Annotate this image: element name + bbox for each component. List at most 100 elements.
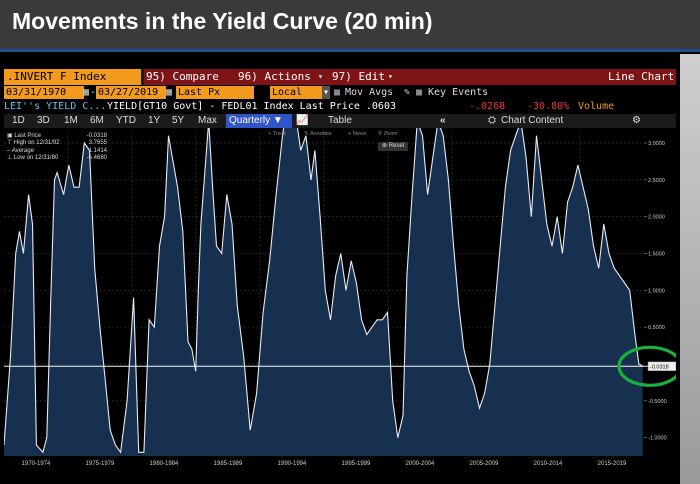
title-underline bbox=[0, 49, 700, 52]
highlight-circle bbox=[617, 345, 676, 387]
price-field-select[interactable]: Last Px bbox=[176, 86, 254, 99]
tab-1d[interactable]: 1D bbox=[12, 115, 25, 126]
reset-button[interactable]: ⊗ Reset bbox=[378, 142, 409, 151]
tab-3d[interactable]: 3D bbox=[37, 115, 50, 126]
start-date-field[interactable]: 03/31/1970 bbox=[4, 86, 84, 99]
y-tick-label: 1.5000 bbox=[648, 252, 665, 258]
highlight-ellipse bbox=[617, 345, 676, 387]
chart-type-icon[interactable]: 📈 bbox=[296, 115, 309, 126]
percent-change: -30.80% bbox=[527, 101, 570, 112]
currency-dropdown-icon[interactable]: ▾ bbox=[322, 86, 330, 99]
news-label: News bbox=[352, 131, 367, 137]
calendar-icon[interactable]: ▦ bbox=[83, 87, 90, 98]
end-date-field[interactable]: 03/27/2019 bbox=[96, 86, 166, 99]
period-select[interactable]: Quarterly ▼ bbox=[226, 114, 292, 128]
x-tick-label: 2000-2004 bbox=[406, 461, 435, 467]
tab-6m[interactable]: 6M bbox=[90, 115, 104, 126]
period-tabs: 1D 3D 1M 6M YTD 1Y 5Y Max Quarterly ▼ 📈 … bbox=[4, 114, 676, 128]
series-line bbox=[4, 128, 643, 454]
settings-gear-icon[interactable]: ⚙ bbox=[632, 115, 641, 126]
slide-title-bar: Movements in the Yield Curve (20 min) bbox=[0, 0, 700, 52]
tab-max[interactable]: Max bbox=[198, 115, 217, 126]
calendar-icon[interactable]: ▦ bbox=[166, 87, 173, 98]
y-tick-label: 1.0000 bbox=[648, 288, 665, 294]
y-axis: 3.0000 2.5000 2.0000 1.5000 1.0000 0.5000 -0.5… bbox=[644, 141, 667, 442]
parameter-bar: 03/31/1970 ▦ - 03/27/2019 ▦ Last Px Loca… bbox=[4, 86, 676, 111]
volume-label: Volume bbox=[578, 101, 615, 112]
series-fill bbox=[4, 128, 643, 456]
track-label: Track bbox=[272, 131, 287, 137]
slide-title: Movements in the Yield Curve (20 min) bbox=[12, 8, 433, 34]
annotate-label: Annotate bbox=[309, 131, 332, 137]
series-name: LEI''s YIELD C... bbox=[4, 101, 107, 112]
edit-dropdown-icon[interactable]: ▾ bbox=[388, 72, 393, 81]
y-tick-label: -1.0000 bbox=[648, 436, 667, 442]
x-tick-label: 2005-2009 bbox=[470, 461, 499, 467]
ticker-field[interactable]: .INVERT F Index bbox=[4, 69, 141, 85]
track-tool[interactable]: + Track bbox=[268, 131, 287, 137]
x-tick-label: 1995-1999 bbox=[342, 461, 371, 467]
actions-dropdown-icon[interactable]: ▾ bbox=[318, 72, 323, 81]
key-events-checkbox[interactable]: ■ bbox=[416, 87, 423, 98]
tab-5y[interactable]: 5Y bbox=[172, 115, 185, 126]
series-area bbox=[4, 128, 643, 456]
legend-value: 3.7655 bbox=[88, 140, 107, 147]
x-axis: 1970-1974 1975-1979 1980-1984 1985-1989 1990… bbox=[22, 461, 627, 467]
tab-1y[interactable]: 1Y bbox=[148, 115, 161, 126]
x-tick-label: 1985-1989 bbox=[214, 461, 243, 467]
command-bar: .INVERT F Index 95) Compare 96) Actions … bbox=[4, 69, 676, 85]
chart-content-icon[interactable]: ⛭ bbox=[488, 115, 496, 126]
news-tool[interactable]: ≡ News bbox=[348, 131, 367, 137]
chart-legend: ▣ Last Price -0.0318 ⊤ High on 12/31/92 3.… bbox=[7, 133, 107, 163]
legend-label: Average bbox=[11, 147, 34, 154]
table-button[interactable]: Table bbox=[328, 115, 352, 126]
legend-value: 1.1414 bbox=[88, 147, 107, 154]
pencil-icon[interactable]: ✎ bbox=[404, 87, 411, 98]
x-tick-label: 1970-1974 bbox=[22, 461, 51, 467]
y-tick-label: 0.5000 bbox=[648, 325, 665, 331]
x-tick-label: 2015-2019 bbox=[598, 461, 627, 467]
last-price-box bbox=[647, 361, 676, 372]
period-value: Quarterly bbox=[229, 115, 271, 126]
x-tick-label: 1990-1994 bbox=[278, 461, 307, 467]
currency-select[interactable]: Local CCY bbox=[270, 86, 322, 111]
tab-1m[interactable]: 1M bbox=[64, 115, 78, 126]
key-events-label: Key Events bbox=[428, 87, 489, 98]
view-type-label[interactable]: Line Chart bbox=[608, 70, 675, 83]
right-edge-strip bbox=[680, 54, 700, 484]
compare-button[interactable]: 95) Compare bbox=[146, 70, 219, 83]
edit-button[interactable]: 97) Edit bbox=[332, 70, 385, 83]
x-tick-label: 2010-2014 bbox=[534, 461, 563, 467]
series-info-bar: LEI''s YIELD C... YIELD[GT10 Govt] - FED… bbox=[4, 100, 676, 113]
zoom-tool[interactable]: ⚲ Zoom bbox=[378, 131, 398, 137]
actions-button[interactable]: 96) Actions bbox=[238, 70, 311, 83]
legend-label: Low on 12/31/80 bbox=[13, 155, 59, 162]
y-tick-label: 3.0000 bbox=[648, 141, 665, 147]
legend-row-low: ⊥ Low on 12/31/80 -6.4680 bbox=[7, 155, 107, 162]
y-tick-label: -0.5000 bbox=[648, 399, 667, 405]
net-change: -.0268 bbox=[469, 101, 506, 112]
yield-curve-chart: 3.0000 2.5000 2.0000 1.5000 1.0000 0.5000 -0.5… bbox=[4, 128, 676, 467]
annotate-tool[interactable]: ✎ Annotate bbox=[304, 131, 332, 137]
legend-value: -6.4680 bbox=[86, 155, 107, 162]
last-price-label: -0.0318 bbox=[650, 364, 669, 370]
x-tick-label: 1980-1984 bbox=[150, 461, 179, 467]
date-separator: - bbox=[90, 87, 97, 98]
last-price-marker: -0.0318 bbox=[647, 361, 676, 372]
function-bar: 95) Compare 96) Actions ▾ 97) Edit ▾ Lin… bbox=[144, 69, 676, 85]
y-tick-label: 2.5000 bbox=[648, 178, 665, 184]
collapse-icon[interactable]: « bbox=[440, 115, 446, 126]
legend-value: -0.0318 bbox=[86, 133, 107, 139]
mov-avgs-checkbox[interactable]: ■ bbox=[334, 87, 341, 98]
mov-avgs-label: Mov Avgs bbox=[345, 87, 394, 98]
legend-row-average: – Average 1.1414 bbox=[7, 147, 107, 154]
x-tick-label: 1975-1979 bbox=[86, 461, 115, 467]
legend-row-last: ▣ Last Price -0.0318 bbox=[7, 133, 107, 139]
zoom-label: Zoom bbox=[383, 131, 398, 137]
legend-row-high: ⊤ High on 12/31/92 3.7655 bbox=[7, 140, 107, 147]
reset-label: Reset bbox=[388, 143, 405, 149]
tab-ytd[interactable]: YTD bbox=[116, 115, 136, 126]
chart-content-button[interactable]: Chart Content bbox=[501, 115, 564, 126]
series-description: YIELD[GT10 Govt] - FEDL01 Index Last Pri… bbox=[107, 101, 396, 112]
legend-label: High on 12/31/92 bbox=[13, 140, 60, 147]
